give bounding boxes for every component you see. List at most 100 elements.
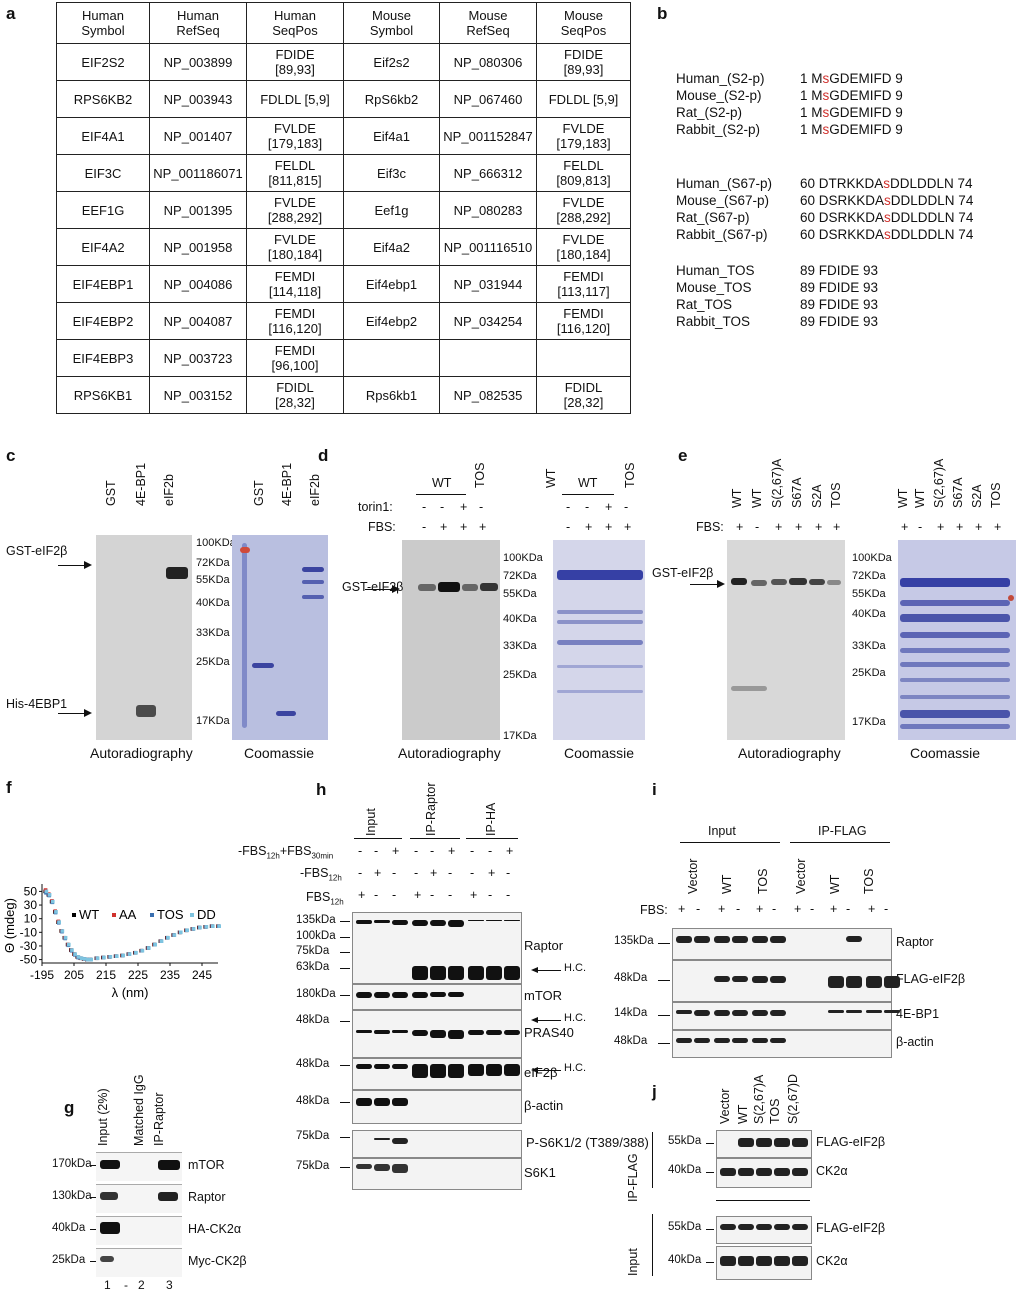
- table-row: EIF4EBP3 NP_003723 FEMDI [96,100]: [56, 339, 631, 377]
- group-label: WT: [432, 476, 452, 490]
- phospho-site: s: [884, 193, 891, 208]
- table-row: EIF2S2 NP_003899 FDIDE [89,93] Eif2s2 NP_0803…: [56, 43, 631, 81]
- caption: Autoradiography: [738, 745, 841, 761]
- table-header: Human SeqPos: [246, 2, 344, 44]
- marker-label: 100kDa: [296, 930, 336, 942]
- blot-band: [720, 1256, 736, 1266]
- panel-b-letter: b: [657, 4, 668, 23]
- marker-label: 75kDa: [296, 945, 330, 957]
- coomassie-gel: [232, 535, 328, 740]
- arrow-icon: [690, 580, 725, 588]
- marker-label: 17KDa: [852, 716, 886, 728]
- sign-mark: -: [624, 500, 629, 514]
- blot-band: [738, 1138, 754, 1147]
- marker-label: 48kDa: [296, 1014, 330, 1026]
- table-cell: NP_003723: [149, 339, 247, 377]
- sign-mark: -: [448, 866, 453, 880]
- blot-band: [752, 976, 768, 983]
- species-label: Human_(S67-p): [676, 176, 773, 191]
- sign-mark: +: [795, 520, 803, 534]
- blot-band: [756, 1224, 772, 1230]
- row-label: FBS:: [368, 520, 396, 534]
- marker-tick: [658, 980, 670, 981]
- blot-band: [792, 1224, 808, 1230]
- data-point-dd: [95, 956, 100, 961]
- blot-band: [412, 992, 428, 998]
- data-point-dd: [211, 924, 215, 928]
- protein-label: eIF2β: [524, 1065, 558, 1080]
- sign-mark: -: [479, 500, 484, 514]
- blot-band: [752, 936, 768, 943]
- table-cell: EIF4EBP3: [56, 339, 150, 377]
- data-point-dd: [86, 957, 90, 962]
- marker-label: 17KDa: [196, 715, 230, 727]
- x-tick-label: 215: [96, 968, 116, 982]
- protein-label: 4E-BP1: [896, 1007, 940, 1021]
- table-cell: NP_082535: [439, 376, 537, 414]
- marker-tick: [340, 937, 350, 938]
- data-point-dd: [44, 889, 49, 894]
- blot-band: [694, 1010, 710, 1016]
- marker-label: 40kDa: [668, 1254, 702, 1266]
- data-point-dd: [121, 953, 125, 958]
- sign-mark: +: [470, 888, 478, 902]
- sign-mark: -: [448, 888, 453, 902]
- blot-band: [356, 1098, 372, 1106]
- marker-label: 55kDa: [668, 1221, 702, 1233]
- marker-label: 55KDa: [196, 574, 230, 586]
- lane-number: 1: [104, 1278, 111, 1292]
- blot-band: [884, 976, 900, 988]
- sign-mark: -: [414, 866, 419, 880]
- hc-label: H.C.: [564, 1062, 586, 1074]
- lane-label: S67A: [951, 477, 965, 508]
- blot-band: [792, 1256, 808, 1266]
- marker-tick: [706, 1262, 714, 1263]
- sign-mark: -: [358, 844, 363, 858]
- sign-mark: +: [794, 902, 802, 916]
- blot-band: [694, 1038, 710, 1043]
- blot-band: [504, 966, 520, 980]
- table-cell: NP_031944: [439, 265, 537, 303]
- lane-label: WT: [913, 488, 927, 508]
- protein-label: FLAG-eIF2β: [896, 972, 966, 986]
- blot-band: [732, 1038, 748, 1043]
- data-point-dd: [185, 928, 189, 933]
- data-point-dd: [134, 950, 138, 955]
- marker-label: 75kDa: [296, 1130, 330, 1142]
- blot-band: [448, 1030, 464, 1039]
- table-header: Mouse Symbol: [343, 2, 440, 44]
- blot-band: [392, 992, 408, 998]
- protein-label: mTOR: [524, 988, 563, 1003]
- marker-label: 48kDa: [296, 1058, 330, 1070]
- blot-band: [828, 976, 844, 988]
- protein-label: FLAG-eIF2β: [816, 1135, 886, 1149]
- blot-band: [468, 1030, 484, 1035]
- protein-label: PRAS40: [524, 1025, 574, 1040]
- blot-band: [356, 992, 372, 998]
- marker-tick: [658, 1015, 670, 1016]
- section-label: IP-FLAG: [626, 1153, 640, 1202]
- marker-tick: [340, 1137, 350, 1138]
- x-axis-label: λ (nm): [112, 985, 149, 1000]
- sign-mark: -: [846, 902, 851, 916]
- sign-mark: -: [430, 888, 435, 902]
- lane-label: TOS: [862, 868, 876, 894]
- table-cell: NP_080306: [439, 43, 537, 81]
- table-cell: Eif4a2: [343, 228, 440, 266]
- blot-band: [774, 1138, 790, 1147]
- group-label: WT: [544, 468, 558, 488]
- marker-label: 72KDa: [852, 570, 886, 582]
- species-label: Rabbit_(S2-p): [676, 122, 761, 137]
- arrow-icon: [365, 585, 400, 593]
- lane-label: 4E-BP1: [134, 462, 148, 506]
- table-cell: FEMDI [96,100]: [246, 339, 344, 377]
- blot-band: [468, 1064, 484, 1076]
- sign-mark: +: [833, 520, 841, 534]
- phospho-site: s: [822, 105, 830, 120]
- blot-strip: [672, 928, 892, 960]
- table-row: EIF4EBP1 NP_004086 FEMDI [114,118] Eif4ebp1 N…: [56, 265, 631, 303]
- table-cell: EEF1G: [56, 191, 150, 229]
- table-cell: Eif4ebp2: [343, 302, 440, 340]
- table-cell: Eef1g: [343, 191, 440, 229]
- table-cell: RpS6kb2: [343, 80, 440, 118]
